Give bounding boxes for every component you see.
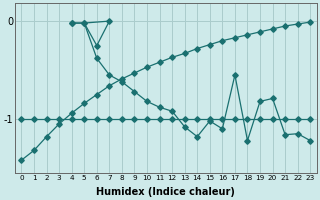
X-axis label: Humidex (Indice chaleur): Humidex (Indice chaleur) <box>96 187 235 197</box>
